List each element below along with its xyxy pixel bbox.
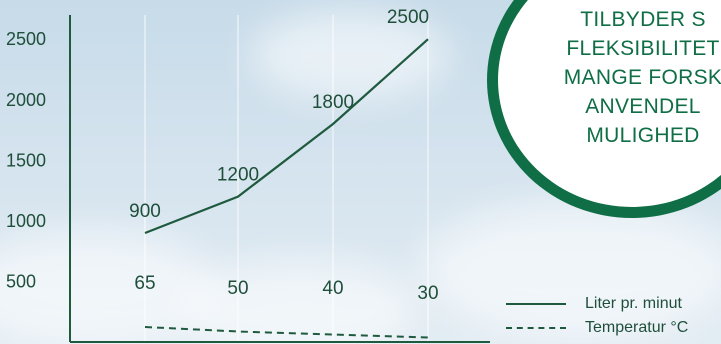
badge-line-3: MANGE FORSK [563, 66, 721, 89]
badge-line-4: ANVENDEL [585, 95, 701, 118]
flow-label-3: 1800 [312, 92, 354, 113]
series-line-flow [144, 38, 429, 235]
temperature-label-1: 65 [134, 273, 155, 294]
badge-line-2: FLEKSIBILITET [566, 37, 720, 60]
flow-label-4: 2500 [387, 7, 429, 28]
flow-label-1: 900 [129, 201, 161, 222]
temperature-label-4: 30 [417, 283, 438, 304]
series-lines [144, 38, 429, 339]
legend-swatch-dashed [506, 327, 566, 329]
y-tick-1000: 1000 [6, 211, 46, 231]
flow-label-2: 1200 [217, 165, 259, 186]
legend-label-temperature: Temperatur °C [585, 319, 689, 336]
legend-label-flow: Liter pr. minut [585, 295, 682, 312]
badge-line-1: TILBYDER S [580, 8, 706, 31]
badge-line-5: MULIGHED [586, 124, 700, 147]
y-tick-2000: 2000 [6, 90, 46, 110]
data-labels: 900 1200 1800 2500 65 50 40 30 [129, 7, 438, 304]
legend-swatch-solid [506, 303, 566, 305]
grid-lines [144, 15, 429, 342]
y-tick-500: 500 [6, 271, 36, 291]
temperature-label-3: 40 [322, 278, 343, 299]
temperature-label-2: 50 [227, 278, 248, 299]
y-tick-2500: 2500 [6, 29, 46, 49]
axes [69, 15, 490, 343]
y-tick-1500: 1500 [6, 150, 46, 170]
badge-text: TILBYDER S FLEKSIBILITET MANGE FORSK ANV… [498, 5, 721, 150]
y-tick-labels: 500 1000 1500 2000 2500 [6, 29, 46, 291]
series-line-temperature [144, 326, 429, 339]
